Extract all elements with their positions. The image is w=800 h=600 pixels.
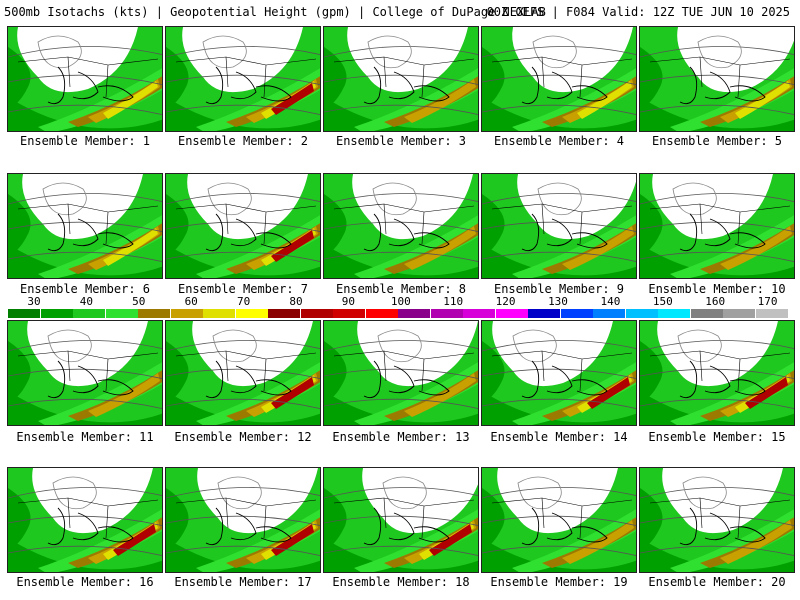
- ensemble-member-map: [165, 173, 321, 279]
- colorbar-swatch: [235, 309, 269, 318]
- colorbar-tick-label: 50: [132, 295, 146, 308]
- ensemble-member-label: Ensemble Member: 8: [335, 282, 467, 296]
- ensemble-member-map: [165, 320, 321, 426]
- ensemble-member-label: Ensemble Member: 9: [493, 282, 625, 296]
- ensemble-member-label: Ensemble Member: 5: [651, 134, 783, 148]
- ensemble-member-label: Ensemble Member: 11: [16, 430, 154, 444]
- colorbar-swatch: [398, 309, 431, 318]
- colorbar-swatch: [560, 309, 594, 318]
- ensemble-member-label: Ensemble Member: 15: [648, 430, 786, 444]
- colorbar-tick-label: 60: [184, 295, 198, 308]
- ensemble-member-map: [481, 467, 637, 573]
- colorbar-tick-label: 70: [236, 295, 251, 308]
- colorbar-swatch: [333, 309, 366, 318]
- ensemble-member-map: [639, 467, 795, 573]
- colorbar-swatch: [658, 309, 691, 318]
- ensemble-member-map: [323, 320, 479, 426]
- colorbar-swatch: [170, 309, 204, 318]
- ensemble-member-map: [481, 320, 637, 426]
- colorbar-tick-label: 170: [757, 295, 778, 308]
- colorbar-swatch: [268, 309, 301, 318]
- colorbar-swatch: [430, 309, 464, 318]
- ensemble-member-map: [323, 173, 479, 279]
- colorbar-swatches: [8, 309, 789, 318]
- ensemble-member-label: Ensemble Member: 6: [19, 282, 151, 296]
- colorbar-swatch: [495, 309, 529, 318]
- ensemble-member-map: [481, 173, 637, 279]
- colorbar-tick-label: 120: [495, 295, 516, 308]
- colorbar-swatch: [105, 309, 139, 318]
- ensemble-member-map: [7, 320, 163, 426]
- colorbar-tick-label: 130: [548, 295, 568, 308]
- ensemble-member-label: Ensemble Member: 13: [332, 430, 470, 444]
- colorbar-tick-label: 150: [652, 295, 673, 308]
- colorbar-tick-label: 140: [600, 295, 621, 308]
- colorbar-tick-label: 90: [341, 295, 356, 308]
- model-run-info: 00Z GEFS | F084 Valid: 12Z TUE JUN 10 20…: [486, 5, 790, 19]
- colorbar-swatch: [40, 309, 74, 318]
- ensemble-member-map: [323, 467, 479, 573]
- colorbar-tick-label: 80: [289, 295, 303, 308]
- ensemble-member-map: [639, 26, 795, 132]
- colorbar-swatch: [365, 309, 399, 318]
- ensemble-member-map: [481, 26, 637, 132]
- ensemble-member-label: Ensemble Member: 17: [174, 575, 312, 589]
- ensemble-member-label: Ensemble Member: 2: [177, 134, 309, 148]
- colorbar-swatch: [625, 309, 659, 318]
- ensemble-member-label: Ensemble Member: 19: [490, 575, 628, 589]
- map-title: 500mb Isotachs (kts) | Geopotential Heig…: [4, 5, 546, 19]
- colorbar-tick-label: 40: [79, 295, 94, 308]
- ensemble-member-label: Ensemble Member: 10: [648, 282, 786, 296]
- colorbar-swatch: [73, 309, 106, 318]
- ensemble-member-label: Ensemble Member: 7: [177, 282, 309, 296]
- colorbar-tick-label: 100: [390, 295, 411, 308]
- ensemble-member-label: Ensemble Member: 3: [335, 134, 467, 148]
- ensemble-member-label: Ensemble Member: 1: [19, 134, 151, 148]
- ensemble-member-map: [7, 173, 163, 279]
- isotach-colorbar: 30 40 50 60 70 80 90 100 110 120 130 140 150 160 170: [8, 295, 789, 320]
- ensemble-member-label: Ensemble Member: 20: [648, 575, 786, 589]
- ensemble-member-label: Ensemble Member: 12: [174, 430, 312, 444]
- colorbar-swatch: [463, 309, 496, 318]
- ensemble-member-label: Ensemble Member: 4: [493, 134, 625, 148]
- colorbar-swatch: [755, 309, 789, 318]
- ensemble-member-map: [165, 467, 321, 573]
- ensemble-member-map: [323, 26, 479, 132]
- ensemble-member-label: Ensemble Member: 14: [490, 430, 628, 444]
- colorbar-swatch: [528, 309, 561, 318]
- ensemble-member-label: Ensemble Member: 16: [16, 575, 154, 589]
- colorbar-swatch: [723, 309, 756, 318]
- colorbar-swatch: [690, 309, 724, 318]
- colorbar-swatch: [593, 309, 626, 318]
- colorbar-swatch: [8, 309, 41, 318]
- map-header: 500mb Isotachs (kts) | Geopotential Heig…: [4, 3, 796, 21]
- colorbar-swatch: [300, 309, 334, 318]
- ensemble-member-map: [7, 467, 163, 573]
- colorbar-tick-label: 30: [27, 295, 41, 308]
- colorbar-swatch: [203, 309, 236, 318]
- ensemble-member-map: [639, 320, 795, 426]
- ensemble-member-map: [7, 26, 163, 132]
- ensemble-member-map: [165, 26, 321, 132]
- colorbar-swatch: [138, 309, 171, 318]
- colorbar-tick-label: 160: [705, 295, 726, 308]
- ensemble-member-label: Ensemble Member: 18: [332, 575, 470, 589]
- ensemble-member-map: [639, 173, 795, 279]
- colorbar-tick-label: 110: [443, 295, 464, 308]
